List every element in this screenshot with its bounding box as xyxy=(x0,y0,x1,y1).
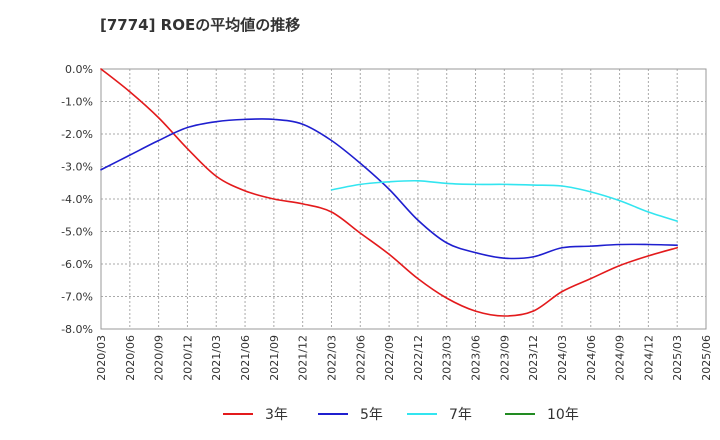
y-tick-label: -3.0% xyxy=(61,161,93,174)
chart-title: [7774] ROEの平均値の推移 xyxy=(100,16,301,34)
x-tick-label: 2024/09 xyxy=(614,335,627,381)
x-tick-label: 2023/06 xyxy=(470,335,483,381)
legend-label: 5年 xyxy=(360,407,383,423)
series-line-2 xyxy=(100,118,678,260)
legend-label: 3年 xyxy=(265,407,288,423)
x-tick-label: 2025/03 xyxy=(671,335,684,381)
y-axis-tick-labels: 0.0% -1.0% -2.0% -3.0% -4.0% -5.0% -6.0% -7.0% -… xyxy=(61,63,93,336)
y-tick-label: -5.0% xyxy=(61,226,93,239)
x-tick-label: 2024/06 xyxy=(585,335,598,381)
x-tick-label: 2023/12 xyxy=(527,335,540,381)
y-tick-label: 0.0% xyxy=(65,63,93,76)
series-line-3 xyxy=(330,179,678,222)
x-tick-label: 2020/12 xyxy=(181,335,194,381)
x-tick-label: 2022/06 xyxy=(354,335,367,381)
x-tick-label: 2022/09 xyxy=(383,335,396,381)
y-tick-label: -8.0% xyxy=(61,323,93,336)
x-tick-label: 2024/03 xyxy=(556,335,569,381)
plot-area-border xyxy=(100,68,707,330)
y-tick-label: -4.0% xyxy=(61,193,93,206)
x-axis-tick-labels: 2020/03 2020/06 2020/09 2020/12 2021/03 2021/… xyxy=(95,335,713,381)
y-tick-label: -7.0% xyxy=(61,291,93,304)
x-tick-label: 2023/09 xyxy=(498,335,511,381)
legend-label: 10年 xyxy=(547,407,579,423)
series-lines xyxy=(100,68,678,317)
x-tick-label: 2021/12 xyxy=(297,335,310,381)
x-tick-label: 2023/03 xyxy=(441,335,454,381)
x-tick-label: 2020/03 xyxy=(95,335,108,381)
legend: 3年 5年 7年 10年 xyxy=(223,407,579,423)
x-tick-label: 2024/12 xyxy=(642,335,655,381)
x-tick-label: 2021/03 xyxy=(210,335,223,381)
x-tick-label: 2022/12 xyxy=(412,335,425,381)
x-tick-label: 2022/03 xyxy=(325,335,338,381)
x-tick-label: 2021/09 xyxy=(268,335,281,381)
legend-label: 7年 xyxy=(449,407,472,423)
x-tick-label: 2020/09 xyxy=(153,335,166,381)
x-tick-label: 2021/06 xyxy=(239,335,252,381)
x-tick-label: 2025/06 xyxy=(700,335,713,381)
series-line-1 xyxy=(100,68,678,317)
y-tick-label: -6.0% xyxy=(61,258,93,271)
y-tick-label: -2.0% xyxy=(61,128,93,141)
x-tick-label: 2020/06 xyxy=(124,335,137,381)
y-tick-label: -1.0% xyxy=(61,96,93,109)
